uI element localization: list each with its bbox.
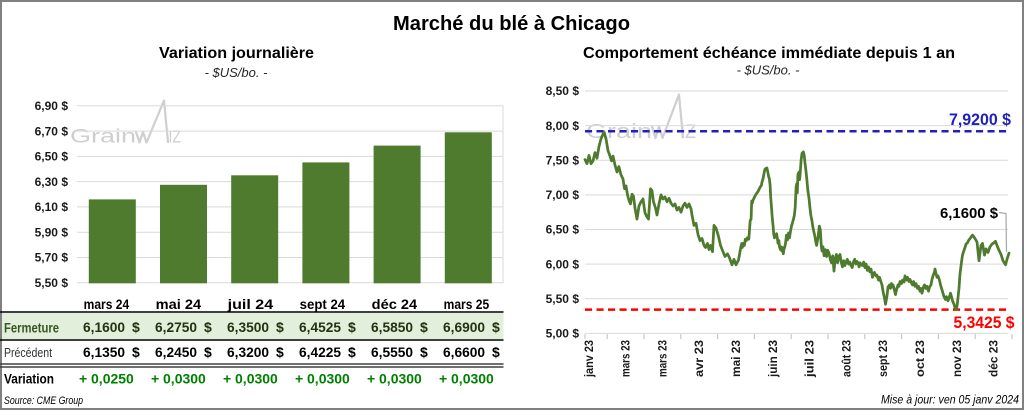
svg-text:6,3200: 6,3200 bbox=[227, 344, 269, 360]
svg-text:6,6600: 6,6600 bbox=[443, 344, 485, 360]
svg-text:mai 24: mai 24 bbox=[156, 297, 202, 312]
svg-text:6,1350: 6,1350 bbox=[83, 344, 125, 360]
svg-text:+ 0,0300: + 0,0300 bbox=[151, 370, 206, 386]
svg-text:sept 24: sept 24 bbox=[300, 297, 346, 312]
svg-text:sept 23: sept 23 bbox=[876, 340, 890, 377]
svg-text:$: $ bbox=[204, 319, 212, 335]
svg-text:5,90 $: 5,90 $ bbox=[35, 225, 69, 239]
svg-text:Grain: Grain bbox=[586, 120, 652, 143]
svg-text:8,50 $: 8,50 $ bbox=[546, 84, 580, 98]
svg-text:Grain: Grain bbox=[70, 127, 136, 148]
svg-text:mars 25: mars 25 bbox=[444, 297, 490, 312]
svg-text:nov 23: nov 23 bbox=[950, 340, 964, 377]
svg-text:Variation journalière: Variation journalière bbox=[159, 45, 314, 62]
svg-text:6,1600 $: 6,1600 $ bbox=[940, 205, 999, 222]
svg-text:+ 0,0300: + 0,0300 bbox=[367, 370, 422, 386]
svg-text:juil 23: juil 23 bbox=[803, 340, 817, 378]
svg-text:6,30 $: 6,30 $ bbox=[35, 175, 69, 189]
svg-text:$: $ bbox=[276, 344, 284, 360]
svg-text:- $US/bo. -: - $US/bo. - bbox=[737, 63, 801, 78]
svg-text:IZ: IZ bbox=[680, 122, 696, 143]
svg-text:déc 24: déc 24 bbox=[372, 297, 418, 312]
svg-text:$: $ bbox=[276, 319, 284, 335]
svg-text:6,10 $: 6,10 $ bbox=[35, 200, 69, 214]
svg-text:5,3425 $: 5,3425 $ bbox=[954, 314, 1015, 332]
svg-text:6,90 $: 6,90 $ bbox=[35, 99, 69, 113]
svg-text:6,00 $: 6,00 $ bbox=[546, 257, 580, 271]
svg-text:6,70 $: 6,70 $ bbox=[35, 124, 69, 138]
svg-text:6,6900: 6,6900 bbox=[443, 319, 485, 335]
svg-text:mai 23: mai 23 bbox=[729, 340, 743, 377]
svg-text:Précédent: Précédent bbox=[4, 346, 52, 360]
svg-text:$: $ bbox=[492, 344, 500, 360]
svg-text:Fermeture: Fermeture bbox=[4, 321, 59, 336]
svg-text:$: $ bbox=[132, 344, 140, 360]
svg-text:$: $ bbox=[492, 319, 500, 335]
svg-text:Marché du blé à Chicago: Marché du blé à Chicago bbox=[393, 13, 630, 35]
svg-text:5,70 $: 5,70 $ bbox=[35, 251, 69, 265]
svg-text:$: $ bbox=[420, 319, 428, 335]
svg-text:5,00 $: 5,00 $ bbox=[546, 327, 580, 341]
svg-text:6,3500: 6,3500 bbox=[227, 319, 269, 335]
svg-text:janv 23: janv 23 bbox=[582, 340, 596, 378]
svg-text:$: $ bbox=[204, 344, 212, 360]
svg-text:6,50 $: 6,50 $ bbox=[546, 223, 580, 237]
svg-text:mars 23: mars 23 bbox=[619, 340, 633, 377]
svg-text:6,5850: 6,5850 bbox=[371, 319, 413, 335]
svg-text:5,50 $: 5,50 $ bbox=[546, 292, 580, 306]
svg-text:6,50 $: 6,50 $ bbox=[35, 150, 69, 164]
svg-text:7,50 $: 7,50 $ bbox=[546, 154, 580, 168]
svg-text:+ 0,0250: + 0,0250 bbox=[79, 370, 134, 386]
svg-text:mars 23: mars 23 bbox=[655, 340, 669, 377]
svg-text:+ 0,0300: + 0,0300 bbox=[223, 370, 278, 386]
svg-text:7,9200 $: 7,9200 $ bbox=[949, 111, 1011, 129]
svg-text:Variation: Variation bbox=[4, 372, 54, 387]
svg-text:IZ: IZ bbox=[169, 127, 182, 147]
svg-text:Source: CME Group: Source: CME Group bbox=[4, 395, 83, 407]
svg-text:août 23: août 23 bbox=[839, 340, 853, 377]
svg-text:avr 23: avr 23 bbox=[692, 340, 706, 377]
svg-text:8,00 $: 8,00 $ bbox=[546, 119, 580, 133]
svg-text:+ 0,0300: + 0,0300 bbox=[295, 370, 350, 386]
svg-text:6,4225: 6,4225 bbox=[299, 344, 341, 360]
svg-text:6,5550: 6,5550 bbox=[371, 344, 413, 360]
svg-text:$: $ bbox=[348, 319, 356, 335]
svg-text:mars 24: mars 24 bbox=[84, 297, 130, 312]
svg-text:6,2750: 6,2750 bbox=[155, 319, 197, 335]
svg-text:Comportement échéance immédiat: Comportement échéance immédiate depuis 1… bbox=[583, 45, 955, 62]
svg-text:6,2450: 6,2450 bbox=[155, 344, 197, 360]
svg-text:- $US/bo. -: - $US/bo. - bbox=[205, 65, 269, 80]
svg-text:6,1600: 6,1600 bbox=[83, 319, 125, 335]
svg-text:Mise à jour: ven 05 janv 2024: Mise à jour: ven 05 janv 2024 bbox=[881, 393, 1019, 407]
svg-text:6,4525: 6,4525 bbox=[299, 319, 341, 335]
svg-text:oct 23: oct 23 bbox=[913, 340, 927, 377]
svg-text:+ 0,0300: + 0,0300 bbox=[439, 370, 494, 386]
svg-text:7,00 $: 7,00 $ bbox=[546, 188, 580, 202]
svg-text:$: $ bbox=[348, 344, 356, 360]
svg-text:déc 23: déc 23 bbox=[987, 340, 1001, 377]
svg-text:juil 24: juil 24 bbox=[226, 297, 273, 312]
svg-text:juin 23: juin 23 bbox=[766, 340, 780, 378]
svg-text:$: $ bbox=[420, 344, 428, 360]
svg-text:$: $ bbox=[132, 319, 140, 335]
svg-text:5,50 $: 5,50 $ bbox=[35, 276, 69, 290]
